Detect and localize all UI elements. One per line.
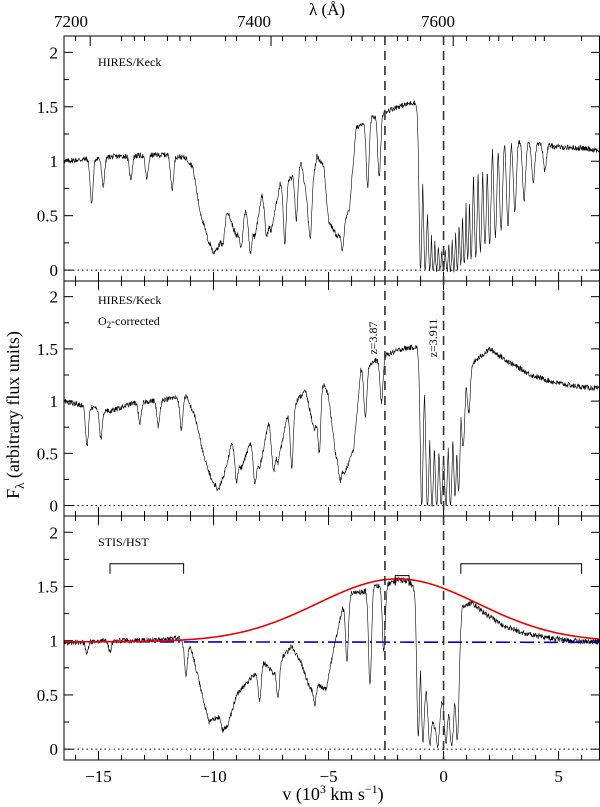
y-axis-title: Fλ (arbitrary flux units) <box>3 331 27 499</box>
panels: 0 0.5 1 1.5 2 0 0.5 1 1.5 2 0 0.5 1 1.5 2 −15 −10 −5 0 5 <box>37 35 600 786</box>
y-tick-label: 0 <box>50 261 59 280</box>
x-axis-title-suffix: km s <box>326 784 365 804</box>
y-tick-label: 0.5 <box>37 207 58 226</box>
top-axis-labels: 7200 7400 7600 λ (Å) <box>54 0 455 31</box>
region-bracket <box>109 563 185 574</box>
region-bracket <box>394 575 410 586</box>
z-label-3.911: z=3.911 <box>426 319 440 358</box>
x-tick-label: 5 <box>554 767 563 786</box>
spectrum-line <box>63 576 600 748</box>
top-tick-label-7400: 7400 <box>237 12 271 31</box>
panel-hires_raw: 0 0.5 1 1.5 2 <box>37 35 600 282</box>
spectrum-line <box>63 344 600 507</box>
emission-fit-curve <box>64 578 600 643</box>
panel-label-hires-raw: HIRES/Keck <box>98 55 161 69</box>
top-axis-title: λ (Å) <box>309 0 345 19</box>
x-axis-title: v (103 km s−1) <box>282 782 383 805</box>
top-tick-label-7600: 7600 <box>421 12 455 31</box>
y-tick-label: 0 <box>50 740 59 759</box>
y-tick-label: 0.5 <box>37 444 58 463</box>
x-tick-label: 0 <box>439 767 448 786</box>
x-tick-label: −10 <box>200 767 227 786</box>
x-axis-title-prefix: v (10 <box>282 784 320 805</box>
y-axis-title-main: F <box>3 489 23 499</box>
y-tick-label: 0.5 <box>37 686 58 705</box>
x-tick-label: −15 <box>85 767 112 786</box>
panel-label-stis: STIS/HST <box>98 535 149 549</box>
x-tick-label: −5 <box>320 767 338 786</box>
panel-frame <box>63 515 600 761</box>
y-tick-label: 0 <box>50 497 59 516</box>
y-tick-label: 1 <box>50 152 59 171</box>
y-tick-label: 2 <box>50 43 59 62</box>
x-axis-title-end: ) <box>378 784 384 805</box>
panel-labels: HIRES/Keck HIRES/Keck O2-corrected STIS/… <box>98 55 161 549</box>
y-axis-title-rest: (arbitrary flux units) <box>3 331 24 482</box>
x-axis-title-sup2: −1 <box>365 782 378 796</box>
top-tick-label-7200: 7200 <box>54 12 88 31</box>
y-tick-label: 1.5 <box>37 340 58 359</box>
y-axis-title-sub: λ <box>12 482 27 489</box>
y-tick-label: 1 <box>50 392 59 411</box>
y-tick-label: 2 <box>50 288 59 307</box>
panel-stis: 0 0.5 1 1.5 2 <box>37 515 600 761</box>
continuum-fit-line <box>63 640 600 644</box>
y-tick-label: 1.5 <box>37 577 58 596</box>
x-axis-title-sup: 3 <box>320 782 326 796</box>
y-tick-label: 2 <box>50 523 59 542</box>
spectrum-line <box>63 100 600 273</box>
panel-label-hires-corr: HIRES/Keck <box>98 293 161 307</box>
y-tick-label: 1 <box>50 632 59 651</box>
y-tick-label: 1.5 <box>37 98 58 117</box>
redshift-labels: z=3.87 z=3.911 <box>366 319 440 358</box>
o2-label-rest: -corrected <box>111 314 160 328</box>
region-bracket <box>460 563 583 574</box>
o2-label-o: O <box>98 314 107 328</box>
o2-label-sub: 2 <box>107 320 112 330</box>
z-label-3.87: z=3.87 <box>366 321 380 354</box>
panel-label-o2-corrected: O2-corrected <box>98 314 160 330</box>
